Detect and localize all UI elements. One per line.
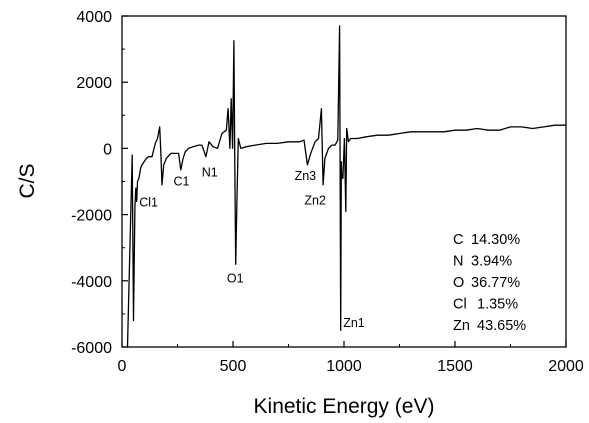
y-tick-label: 2000: [76, 75, 112, 92]
composition-table: C 14.30% N 3.94% O 36.77%Cl 1.35% Zn 43.65%: [453, 232, 526, 334]
peak-label: O1: [227, 271, 244, 285]
composition-value: 14.30%: [471, 232, 520, 248]
x-tick-label: 1500: [437, 358, 473, 375]
composition-element: C: [453, 232, 463, 248]
series-line: [126, 25, 566, 348]
peak-label: Zn1: [343, 316, 365, 330]
composition-element: N: [453, 254, 463, 270]
y-tick-label: -6000: [71, 340, 112, 357]
x-axis-title: Kinetic Energy (eV): [254, 395, 435, 418]
series-layer: [126, 25, 566, 348]
peak-labels: Cl1 C1 N1 O1 Zn3 Zn2 Zn1: [139, 166, 365, 331]
y-tick-label: 0: [103, 141, 112, 158]
y-tick-label: -2000: [71, 208, 112, 225]
x-tick-label: 1000: [326, 358, 362, 375]
peak-label: C1: [174, 174, 190, 188]
composition-value: 43.65%: [477, 318, 526, 334]
peak-label: Cl1: [139, 195, 158, 209]
x-axis: 0 500 1000 1500 2000: [118, 341, 584, 375]
y-tick-label: 4000: [76, 9, 112, 26]
x-tick-label: 0: [118, 358, 127, 375]
y-axis: -6000 -4000 -2000 0 2000 4000: [71, 9, 128, 357]
composition-element: Zn: [453, 318, 470, 334]
peak-label: N1: [202, 166, 218, 180]
x-tick-label: 2000: [548, 358, 584, 375]
peak-label: Zn2: [304, 194, 326, 208]
y-tick-label: -4000: [71, 274, 112, 291]
composition-value: 1.35%: [477, 297, 518, 313]
composition-value: 3.94%: [471, 254, 512, 270]
composition-value: 36.77%: [471, 275, 520, 291]
x-tick-label: 500: [220, 358, 247, 375]
y-axis-title: C/S: [16, 163, 39, 198]
composition-element: Cl: [453, 297, 467, 313]
peak-label: Zn3: [295, 169, 317, 183]
composition-element: O: [453, 275, 464, 291]
